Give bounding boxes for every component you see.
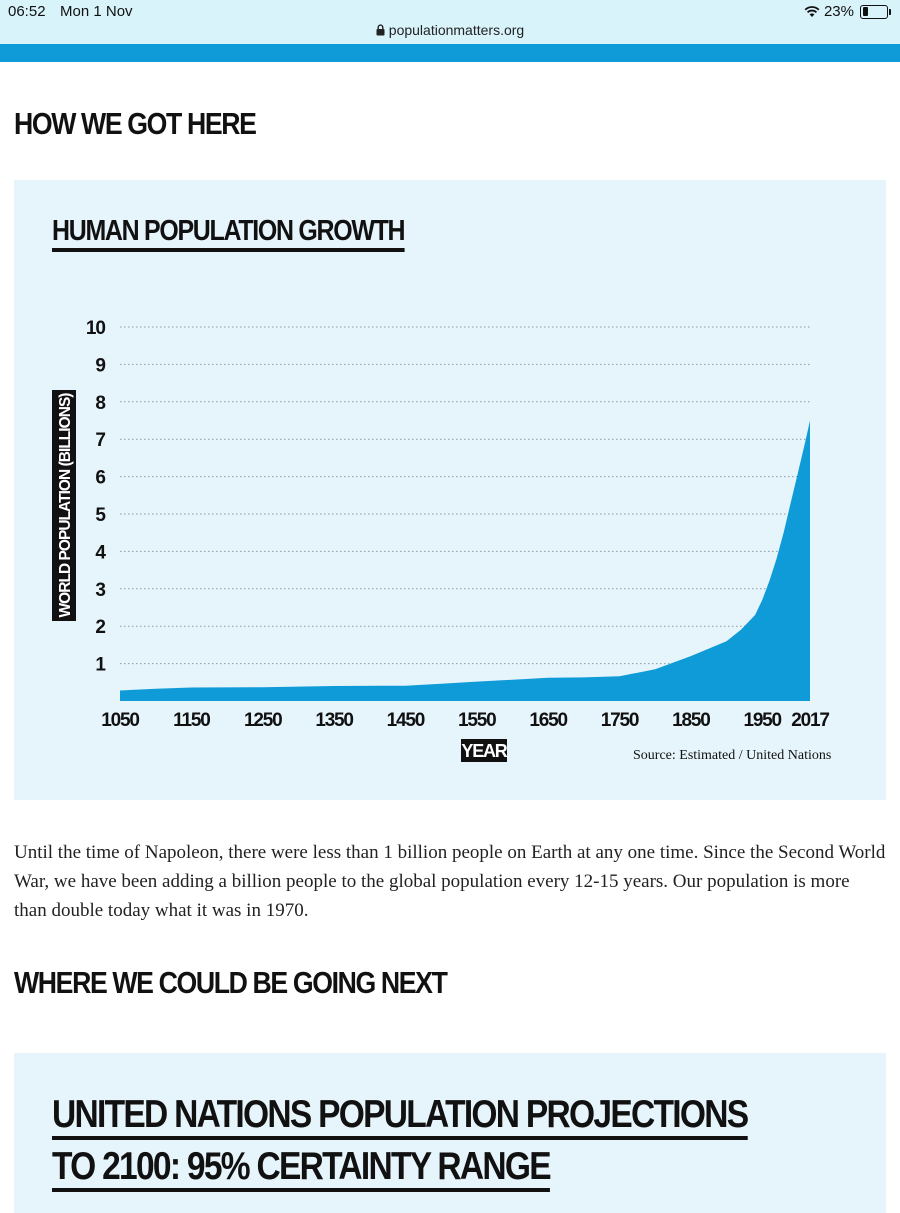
x-tick-label: 1250 — [244, 710, 282, 731]
y-tick-label: 1 — [95, 655, 106, 676]
status-bar: 06:52 Mon 1 Nov 23% populationmatters.or… — [0, 0, 900, 44]
x-axis-label-box — [461, 739, 507, 762]
y-axis-label-box — [52, 390, 76, 621]
y-axis-label: WORLD POPULATION (BILLIONS) — [57, 393, 74, 618]
section-heading-how-we-got-here: HOW WE GOT HERE — [14, 106, 257, 141]
battery-percent: 23% — [823, 3, 854, 20]
status-date: Mon 1 Nov — [60, 3, 133, 20]
x-tick-label: 2017 — [791, 710, 829, 731]
chart-source: Source: Estimated / United Nations — [633, 748, 832, 763]
y-tick-label: 9 — [95, 355, 105, 376]
y-tick-label: 7 — [95, 430, 105, 451]
wifi-icon — [804, 5, 820, 17]
x-tick-label: 1550 — [458, 710, 496, 731]
projection-title-line2: TO 2100: 95% CERTAINTY RANGE — [52, 1145, 552, 1192]
x-tick-label: 1450 — [387, 710, 425, 731]
x-tick-label: 1350 — [315, 710, 353, 731]
lock-icon — [376, 24, 385, 36]
x-tick-label: 1150 — [173, 710, 210, 731]
x-tick-label: 1050 — [101, 710, 139, 731]
y-tick-label: 3 — [95, 580, 105, 601]
url-bar[interactable]: populationmatters.org — [0, 22, 900, 38]
y-tick-label: 4 — [95, 542, 106, 563]
population-area — [120, 420, 810, 701]
status-indicators: 23% — [804, 3, 891, 20]
y-tick-label: 6 — [95, 468, 105, 489]
x-axis-label: YEAR — [461, 741, 507, 761]
url-text[interactable]: populationmatters.org — [388, 22, 525, 38]
projection-chart-title: UNITED NATIONS POPULATION PROJECTIONS TO… — [52, 1089, 749, 1193]
status-time: 06:52 — [8, 3, 46, 20]
y-tick-label: 8 — [95, 393, 105, 414]
x-tick-label: 1850 — [672, 710, 710, 731]
chart-title: HUMAN POPULATION GROWTH — [52, 215, 406, 252]
projection-title-line1: UNITED NATIONS POPULATION PROJECTIONS — [52, 1093, 749, 1140]
battery-icon — [860, 4, 891, 19]
body-paragraph: Until the time of Napoleon, there were l… — [14, 842, 886, 921]
projection-chart-panel: UNITED NATIONS POPULATION PROJECTIONS TO… — [14, 1053, 886, 1213]
y-tick-label: 5 — [95, 505, 106, 526]
x-tick-label: 1650 — [529, 710, 567, 731]
x-tick-label: 1750 — [601, 710, 639, 731]
population-growth-chart-panel: HUMAN POPULATION GROWTH 1 2 3 4 5 6 7 8 9 10 1050 1… — [14, 180, 886, 800]
y-tick-label: 2 — [95, 617, 105, 638]
x-tick-label: 1950 — [743, 710, 781, 731]
section-heading-where-next: WHERE WE COULD BE GOING NEXT — [14, 965, 448, 1000]
y-tick-label: 10 — [86, 318, 106, 339]
site-header-bar — [0, 44, 900, 62]
population-chart: 1 2 3 4 5 6 7 8 9 10 1050 1150 1250 1350 1450 1550 1650 1… — [52, 318, 831, 762]
